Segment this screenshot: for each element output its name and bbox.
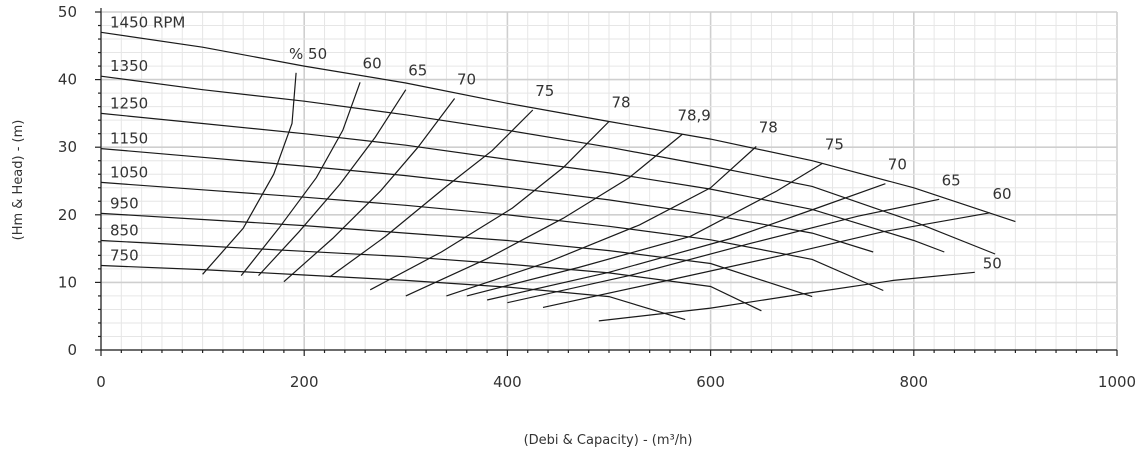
efficiency-curve — [486, 183, 886, 301]
efficiency-curve-label: 75 — [825, 135, 844, 153]
y-tick-label: 10 — [58, 273, 77, 291]
efficiency-curve-label: 65 — [942, 171, 961, 189]
efficiency-curve-label: 78 — [759, 119, 778, 137]
efficiency-curve-label: % 50 — [289, 45, 327, 63]
speed-curve — [100, 31, 1016, 223]
efficiency-curve — [283, 98, 456, 283]
efficiency-curve — [542, 212, 991, 308]
efficiency-curve — [466, 162, 823, 297]
speed-curve — [100, 181, 884, 292]
speed-curve-label: 1350 — [110, 57, 148, 75]
efficiency-curve-label: 75 — [535, 82, 554, 100]
efficiency-curve — [405, 133, 683, 297]
x-tick-label: 800 — [899, 373, 928, 391]
y-tick-label: 30 — [58, 138, 77, 156]
y-tick-label: 50 — [58, 3, 77, 21]
tick-labels: 0 200 400 600 800 1000 0 10 20 30 40 50 — [58, 3, 1136, 391]
y-tick-label: 40 — [58, 71, 77, 89]
speed-curve — [100, 112, 945, 253]
efficiency-curve-label: 60 — [992, 185, 1011, 203]
efficiency-curve-label: 70 — [457, 71, 476, 89]
efficiency-curve — [329, 109, 534, 278]
speed-curve — [100, 264, 686, 321]
y-tick-label: 0 — [67, 341, 77, 359]
speed-curve — [100, 239, 762, 312]
speed-curve — [100, 75, 996, 255]
speed-curves — [100, 31, 1016, 321]
chart-grid — [100, 11, 1118, 351]
efficiency-curve — [369, 121, 610, 291]
y-axis-title: (Hm & Head) - (m) — [11, 120, 26, 241]
efficiency-curve — [598, 271, 975, 322]
speed-curve-label: 1450 RPM — [110, 13, 185, 31]
speed-curve-label: 1050 — [110, 163, 148, 181]
x-tick-label: 200 — [290, 373, 319, 391]
efficiency-curve-label: 78,9 — [677, 106, 710, 124]
efficiency-curve-label: 70 — [888, 156, 907, 174]
speed-curve — [100, 212, 813, 298]
efficiency-curve-label: 65 — [408, 62, 427, 80]
speed-curve-label: 950 — [110, 194, 139, 212]
curve-labels: 1450 RPM 1350 1250 1150 1050 950 850 750 % 50 60 6… — [110, 13, 1012, 272]
x-tick-label: 400 — [493, 373, 522, 391]
efficiency-curve — [258, 89, 407, 277]
x-tick-label: 1000 — [1098, 373, 1136, 391]
efficiency-curve-label: 78 — [611, 94, 630, 112]
efficiency-curve-label: 60 — [363, 54, 382, 72]
efficiency-curve — [240, 82, 361, 276]
efficiency-curve — [446, 146, 757, 297]
x-tick-label: 600 — [696, 373, 725, 391]
efficiency-curve — [507, 198, 940, 304]
x-tick-label: 0 — [96, 373, 106, 391]
speed-curve-label: 1150 — [110, 130, 148, 148]
efficiency-curves — [202, 72, 991, 322]
efficiency-curve-label: 50 — [983, 254, 1002, 272]
chart-axes — [95, 8, 1118, 356]
x-axis-title: (Debi & Capacity) - (m³/h) — [524, 433, 693, 448]
speed-curve-label: 850 — [110, 221, 139, 239]
efficiency-curve — [202, 72, 297, 275]
y-tick-label: 20 — [58, 206, 77, 224]
speed-curve-label: 750 — [110, 247, 139, 265]
speed-curve-label: 1250 — [110, 94, 148, 112]
speed-curve — [100, 148, 874, 253]
